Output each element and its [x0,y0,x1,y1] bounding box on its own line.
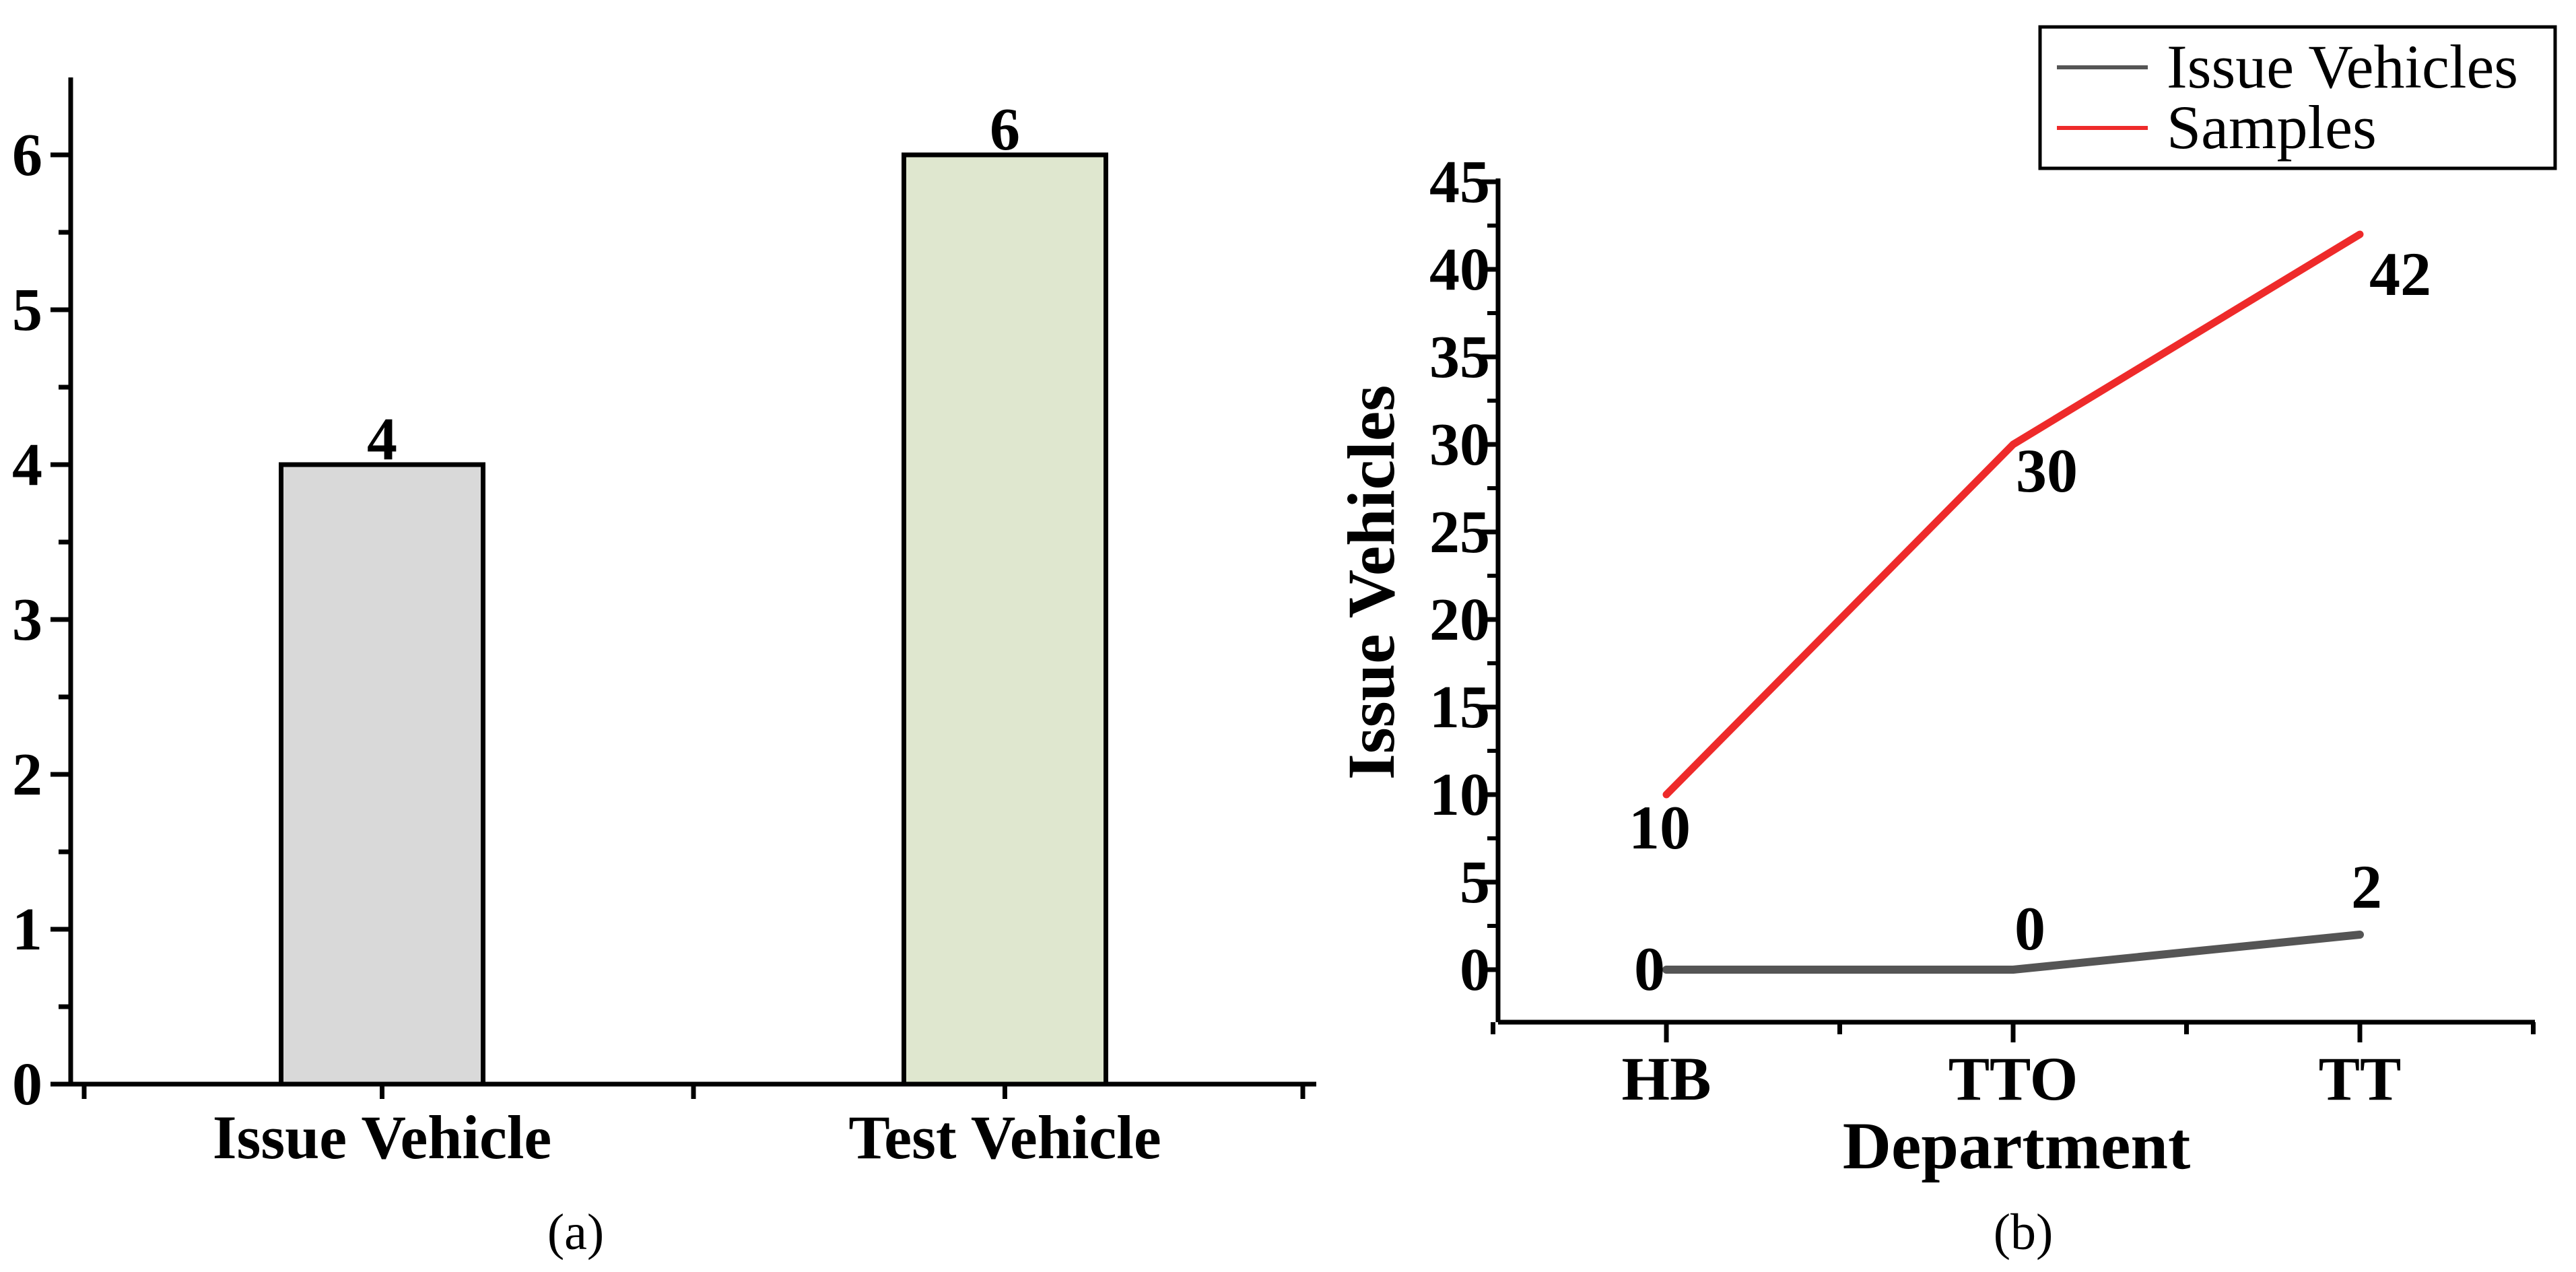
legend-box [2038,25,2557,170]
bar-category-label: Issue Vehicle [213,1103,552,1172]
line-y-tick-label: 10 [1429,762,1490,828]
line-y-tick-label: 20 [1429,587,1490,653]
line-y-tick-label: 0 [1460,937,1490,1003]
bar-bars: 46 [279,96,1108,1087]
bar-y-tick-label: 3 [12,587,42,653]
line-point-label: 2 [2351,852,2382,921]
bar-y-tick-label: 1 [12,896,42,963]
line-y-tick-label: 5 [1460,849,1490,916]
line-series-group [1662,230,2364,974]
bar-value-label: 4 [367,406,397,473]
bar-test-vehicle [902,152,1108,1087]
bar-x-ticks [81,1084,1306,1099]
line-y-tick-label: 15 [1429,674,1490,741]
line-y-tick-label: 30 [1429,411,1490,478]
line-series-issue-vehicles [1662,931,2364,974]
line-point-labels: 0 0 2 10 30 42 [1629,240,2431,1003]
bar-y-tick-label: 5 [12,277,42,343]
bar-category-label: Test Vehicle [848,1103,1161,1172]
line-point-label: 0 [2014,894,2045,963]
line-y-tick-label: 40 [1429,236,1490,303]
bar-issue-vehicle [279,462,485,1087]
line-x-axis-title: Department [1843,1108,2191,1183]
bar-panel-label: (a) [547,1204,604,1261]
bar-value-label: 6 [990,96,1020,163]
legend-label-issue-vehicles: Issue Vehicles [2167,32,2518,101]
line-point-label: 10 [1629,793,1691,862]
bar-y-tick-label: 6 [12,122,42,189]
bar-y-tick-label: 0 [12,1051,42,1118]
line-y-axis-title: Issue Vehicles [1334,385,1409,780]
line-y-tick-label: 25 [1429,499,1490,566]
line-panel-label: (b) [1994,1204,2054,1261]
line-x-ticks: HB TTO TT [1491,1022,2536,1113]
bar-y-tick-label: 4 [12,432,42,498]
legend-label-samples: Samples [2167,93,2377,162]
line-x-tick-label: TT [2319,1044,2402,1113]
line-point-label: 0 [1634,935,1665,1003]
line-chart: 0 5 10 15 20 25 30 35 40 45 HB TTO TT 0 0 2 10 30 42 Dep… [1334,25,2557,1261]
line-y-tick-label: 45 [1429,149,1490,215]
bar-y-ticks: 0 1 2 3 4 5 6 [12,122,71,1118]
line-y-tick-label: 35 [1429,324,1490,391]
line-series-samples [1662,230,2364,799]
line-x-tick-label: HB [1622,1044,1711,1113]
line-y-ticks: 0 5 10 15 20 25 30 35 40 45 [1429,149,1498,1003]
bar-y-tick-label: 2 [12,741,42,808]
line-point-label: 42 [2369,240,2431,308]
line-x-tick-label: TTO [1948,1044,2078,1113]
bar-category-labels: Issue Vehicle Test Vehicle [213,1103,1161,1172]
legend: Issue Vehicles Samples [2038,25,2557,170]
line-point-label: 30 [2016,436,2078,505]
